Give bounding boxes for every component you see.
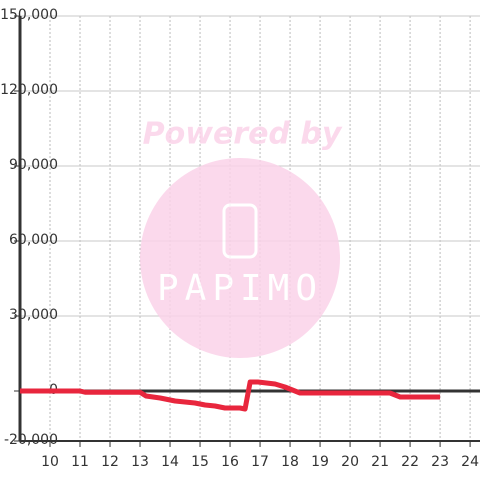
x-tick-label: 13 — [131, 454, 149, 470]
x-tick-label: 20 — [341, 454, 359, 470]
line — [20, 379, 441, 412]
watermark: Powered by PAPIMO — [140, 117, 343, 358]
watermark-top: Powered by — [143, 117, 343, 152]
x-tick-label: 17 — [251, 454, 269, 470]
x-tick-label: 12 — [101, 454, 119, 470]
y-tick-label: 30,000 — [9, 307, 58, 323]
x-tick-label: 21 — [371, 454, 389, 470]
x-tick-label: 14 — [161, 454, 179, 470]
x-tick-label: 15 — [191, 454, 209, 470]
x-tick-label: 19 — [311, 454, 329, 470]
x-tick-label: 24 — [461, 454, 479, 470]
y-tick-label: 90,000 — [9, 157, 58, 173]
watermark-phone — [222, 203, 258, 259]
watermark-brand: PAPIMO — [157, 268, 323, 309]
y-tick-label: 60,000 — [9, 232, 58, 248]
x-tick-label: 22 — [401, 454, 419, 470]
x-tick-label: 11 — [71, 454, 89, 470]
y-tick-label: 150,000 — [0, 7, 58, 23]
x-tick-label: 18 — [281, 454, 299, 470]
x-tick-label: 23 — [431, 454, 449, 470]
x-tick-label: 10 — [41, 454, 59, 470]
y-tick-label: 120,000 — [0, 82, 58, 98]
x-tick-label: 16 — [221, 454, 239, 470]
